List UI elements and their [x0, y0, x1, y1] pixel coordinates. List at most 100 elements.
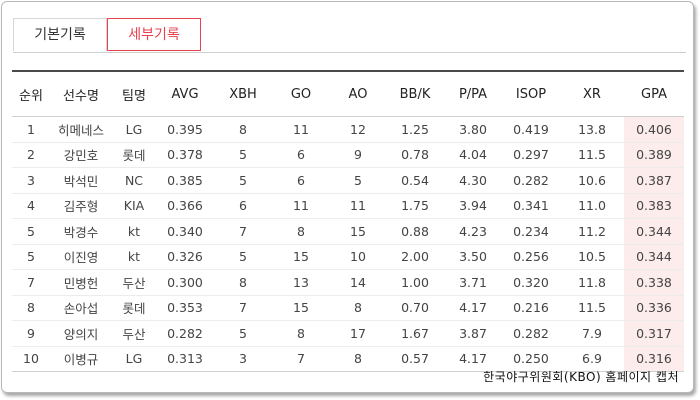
table-cell: 0.282	[156, 320, 214, 347]
table-cell: 0.234	[502, 218, 560, 245]
table-cell: 8	[214, 269, 272, 296]
table-cell: 6.9	[560, 346, 624, 372]
column-header: 팀명	[112, 70, 156, 117]
table-cell: 11.8	[560, 269, 624, 296]
table-cell: 10.5	[560, 244, 624, 270]
table-cell: 11.5	[560, 295, 624, 321]
table-cell: 4.17	[444, 346, 502, 372]
table-cell: 롯데	[112, 142, 156, 168]
table-cell: kt	[112, 218, 156, 245]
table-cell: 1.67	[386, 320, 444, 347]
table-cell: 0.282	[502, 167, 560, 194]
table-cell: 이병규	[50, 346, 112, 372]
table-cell: 3	[214, 346, 272, 372]
table-cell: 0.338	[624, 269, 684, 296]
table-cell: 1.75	[386, 193, 444, 219]
table-cell: 0.300	[156, 269, 214, 296]
table-cell: 0.282	[502, 320, 560, 347]
tab-detailed-records[interactable]: 세부기록	[107, 18, 201, 51]
table-cell: 8	[330, 295, 386, 321]
table-cell: 7	[12, 269, 50, 296]
table-cell: 3.80	[444, 116, 502, 143]
table-cell: 6	[214, 193, 272, 219]
table-row: 8 손아섭 롯데 0.353 7 15 8 0.70 4.17 0.216 11.5 0.336	[12, 295, 684, 321]
table-cell: 8	[272, 218, 330, 245]
column-header: BB/K	[386, 70, 444, 117]
table-row: 4 김주형 KIA 0.366 6 11 11 1.75 3.94 0.341 11.0 0.383	[12, 193, 684, 219]
column-header: AO	[330, 70, 386, 117]
table-cell: 두산	[112, 320, 156, 347]
table-cell: 이진영	[50, 244, 112, 270]
table-row: 5 이진영 kt 0.326 5 15 10 2.00 3.50 0.256 10.5 0.344	[12, 244, 684, 270]
table-cell: 4.30	[444, 167, 502, 194]
table-cell: 박석민	[50, 167, 112, 194]
table-cell: 10	[330, 244, 386, 270]
column-header: XR	[560, 70, 624, 117]
table-cell: 김주형	[50, 193, 112, 219]
table-cell: 5	[12, 218, 50, 245]
tab-basic-records[interactable]: 기본기록	[13, 18, 107, 51]
table-cell: 4.23	[444, 218, 502, 245]
table-row: 3 박석민 NC 0.385 5 6 5 0.54 4.30 0.282 10.6 0.387	[12, 167, 684, 194]
table-cell: 0.54	[386, 167, 444, 194]
table-cell: 손아섭	[50, 295, 112, 321]
table-cell: 8	[272, 320, 330, 347]
table-cell: 15	[272, 244, 330, 270]
column-header: ISOP	[502, 70, 560, 117]
stats-table: 순위 선수명 팀명 AVG XBH GO AO BB/K P/PA ISOP XR GPA 1 히메네스…	[12, 70, 684, 372]
table-cell: 히메네스	[50, 116, 112, 143]
table-cell: 0.336	[624, 295, 684, 321]
table-cell: 6	[272, 142, 330, 168]
table-cell: 3.87	[444, 320, 502, 347]
table-cell: 13.8	[560, 116, 624, 143]
table-cell: NC	[112, 167, 156, 194]
table-cell: 7	[214, 218, 272, 245]
table-cell: 0.340	[156, 218, 214, 245]
column-header: GO	[272, 70, 330, 117]
table-cell: 0.385	[156, 167, 214, 194]
tab-bar: 기본기록 세부기록	[13, 18, 686, 53]
table-cell: 11	[272, 193, 330, 219]
table-cell: LG	[112, 116, 156, 143]
table-cell: 2.00	[386, 244, 444, 270]
table-cell: 0.297	[502, 142, 560, 168]
table-cell: 7.9	[560, 320, 624, 347]
table-cell: 0.395	[156, 116, 214, 143]
column-header: GPA	[624, 70, 684, 117]
table-cell: 15	[272, 295, 330, 321]
table-cell: 5	[330, 167, 386, 194]
table-cell: 0.344	[624, 218, 684, 245]
table-cell: 6	[272, 167, 330, 194]
table-cell: 11.0	[560, 193, 624, 219]
table-cell: LG	[112, 346, 156, 372]
table-cell: 1	[12, 116, 50, 143]
table-cell: 9	[12, 320, 50, 347]
column-header: 선수명	[50, 70, 112, 117]
table-row: 2 강민호 롯데 0.378 5 6 9 0.78 4.04 0.297 11.5 0.389	[12, 142, 684, 168]
table-cell: 양의지	[50, 320, 112, 347]
table-cell: 4	[12, 193, 50, 219]
table-cell: 0.389	[624, 142, 684, 168]
table-header: 순위 선수명 팀명 AVG XBH GO AO BB/K P/PA ISOP XR GPA	[12, 70, 684, 117]
table-cell: 0.78	[386, 142, 444, 168]
table-cell: 7	[272, 346, 330, 372]
table-cell: 3	[12, 167, 50, 194]
table-cell: 15	[330, 218, 386, 245]
column-header: 순위	[12, 70, 50, 117]
stats-table-container: 순위 선수명 팀명 AVG XBH GO AO BB/K P/PA ISOP XR GPA 1 히메네스…	[12, 70, 684, 372]
table-cell: 0.383	[624, 193, 684, 219]
table-row: 5 박경수 kt 0.340 7 8 15 0.88 4.23 0.234 11.2 0.344	[12, 218, 684, 245]
table-cell: 3.50	[444, 244, 502, 270]
table-cell: 0.317	[624, 320, 684, 347]
table-row: 1 히메네스 LG 0.395 8 11 12 1.25 3.80 0.419 13.8 0.406	[12, 116, 684, 143]
table-cell: 14	[330, 269, 386, 296]
table-cell: 13	[272, 269, 330, 296]
table-row: 9 양의지 두산 0.282 5 8 17 1.67 3.87 0.282 7.9 0.317	[12, 320, 684, 347]
table-cell: 5	[214, 320, 272, 347]
table-cell: 5	[214, 244, 272, 270]
column-header: AVG	[156, 70, 214, 117]
table-cell: 8	[330, 346, 386, 372]
table-cell: 0.216	[502, 295, 560, 321]
table-cell: 5	[214, 167, 272, 194]
table-cell: 4.17	[444, 295, 502, 321]
